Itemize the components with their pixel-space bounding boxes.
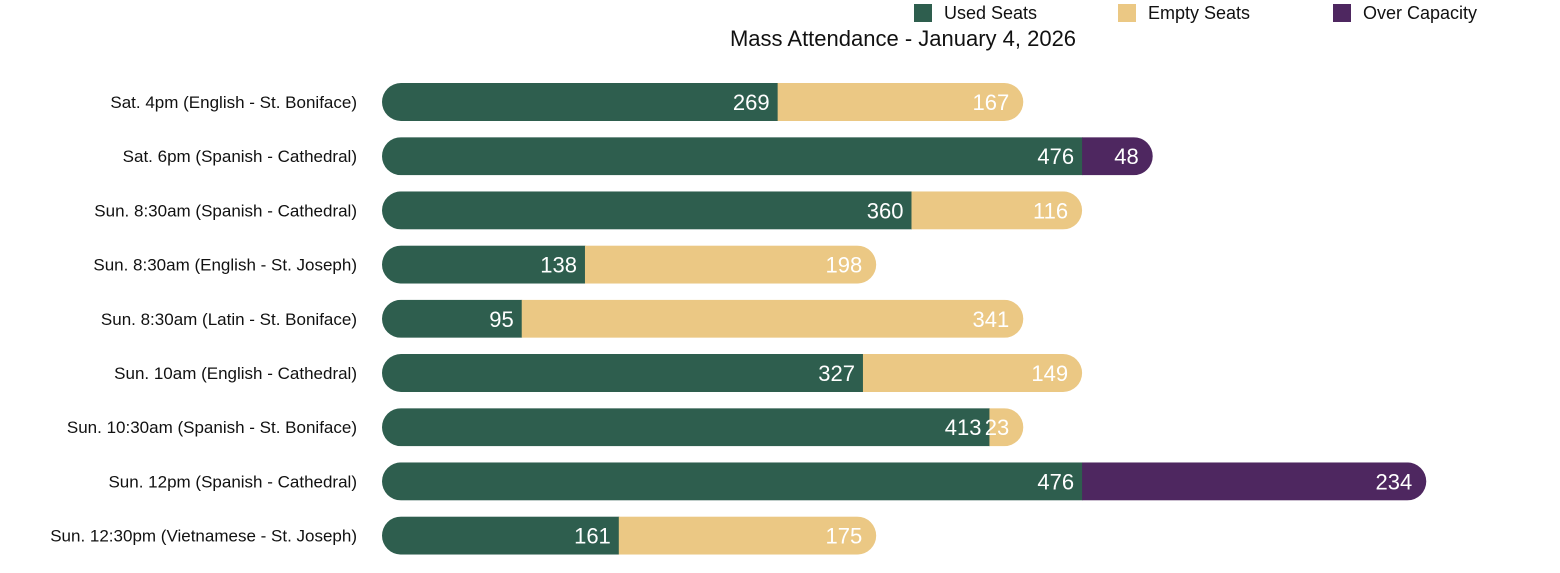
chart-title: Mass Attendance - January 4, 2026 bbox=[729, 26, 1077, 51]
bar-row bbox=[382, 462, 1427, 501]
data-label: 116 bbox=[1033, 198, 1068, 223]
legend-label-used-seats: Used Seats bbox=[944, 2, 1038, 23]
category-label: Sun. 10am (English - Cathedral) bbox=[114, 364, 357, 383]
data-label: 138 bbox=[540, 253, 577, 278]
data-label: 413 bbox=[945, 415, 982, 440]
data-label: 360 bbox=[867, 198, 904, 223]
legend-label-empty-seats: Empty Seats bbox=[1148, 2, 1251, 23]
category-label: Sun. 8:30am (Latin - St. Boniface) bbox=[101, 310, 357, 329]
legend: Used Seats Empty Seats Over Capacity bbox=[0, 2, 1560, 24]
data-label: 476 bbox=[1037, 144, 1074, 169]
legend-item-empty-seats: Empty Seats bbox=[1118, 2, 1250, 24]
bar-segment-used-seats bbox=[382, 516, 620, 555]
bar-segment-used-seats bbox=[382, 354, 864, 392]
category-label: Sun. 8:30am (English - St. Joseph) bbox=[93, 256, 357, 275]
data-label: 149 bbox=[1031, 361, 1068, 386]
data-label: 95 bbox=[489, 307, 513, 332]
bar-row bbox=[382, 83, 1024, 121]
category-label: Sat. 6pm (Spanish - Cathedral) bbox=[123, 147, 357, 166]
bar-segment-empty-seats bbox=[618, 516, 877, 555]
data-label: 167 bbox=[973, 90, 1010, 115]
data-label: 198 bbox=[825, 253, 862, 278]
legend-item-used-seats: Used Seats bbox=[914, 2, 1037, 24]
bar-segment-used-seats bbox=[382, 299, 523, 338]
data-label: 341 bbox=[973, 307, 1010, 332]
data-label: 48 bbox=[1114, 144, 1138, 169]
category-label: Sun. 10:30am (Spanish - St. Boniface) bbox=[67, 418, 357, 437]
bar-segment-used-seats bbox=[382, 191, 912, 230]
bar-row bbox=[382, 191, 1083, 230]
data-label: 23 bbox=[985, 415, 1009, 440]
bar-segment-empty-seats bbox=[777, 83, 1024, 121]
legend-swatch-empty-seats bbox=[1118, 4, 1136, 22]
legend-label-over-capacity: Over Capacity bbox=[1363, 2, 1478, 23]
bar-row bbox=[382, 408, 1024, 447]
bar-segment-empty-seats bbox=[521, 299, 1024, 338]
bar-segment-used-seats bbox=[382, 462, 1083, 501]
bar-row bbox=[382, 137, 1153, 176]
bar-segment-used-seats bbox=[382, 408, 990, 447]
bar-segment-used-seats bbox=[382, 137, 1083, 176]
bar-segment-used-seats bbox=[382, 245, 586, 284]
bar-segment-empty-seats bbox=[989, 408, 1024, 447]
category-label: Sun. 12:30pm (Vietnamese - St. Joseph) bbox=[50, 527, 357, 546]
category-label: Sun. 8:30am (Spanish - Cathedral) bbox=[94, 201, 357, 220]
data-label: 269 bbox=[733, 90, 770, 115]
bar-segment-empty-seats bbox=[911, 191, 1083, 230]
bar-row bbox=[382, 354, 1083, 392]
data-label: 161 bbox=[574, 524, 611, 549]
data-label: 476 bbox=[1037, 469, 1074, 494]
bar-segment-empty-seats bbox=[584, 245, 877, 284]
category-label: Sat. 4pm (English - St. Boniface) bbox=[110, 93, 357, 112]
bar-row bbox=[382, 516, 877, 555]
data-label: 234 bbox=[1376, 469, 1413, 494]
bar-segment-over-capacity bbox=[1082, 137, 1153, 176]
bar-segment-empty-seats bbox=[862, 354, 1083, 392]
bar-row bbox=[382, 245, 877, 284]
legend-swatch-over-capacity bbox=[1333, 4, 1351, 22]
legend-swatch-used-seats bbox=[914, 4, 932, 22]
data-label: 175 bbox=[825, 524, 862, 549]
data-label: 327 bbox=[818, 361, 855, 386]
bar-segment-used-seats bbox=[382, 83, 779, 121]
category-label: Sun. 12pm (Spanish - Cathedral) bbox=[108, 472, 357, 491]
bar-segment-over-capacity bbox=[1082, 462, 1427, 501]
bar-row bbox=[382, 299, 1024, 338]
legend-item-over-capacity: Over Capacity bbox=[1333, 2, 1477, 24]
